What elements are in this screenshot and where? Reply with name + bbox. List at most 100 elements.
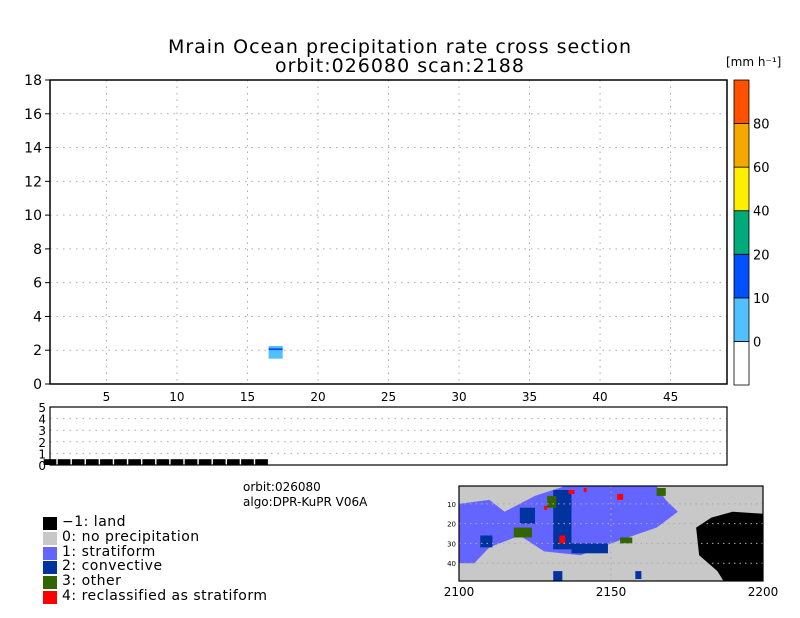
land-flag-bar — [85, 459, 99, 465]
legend-swatch — [43, 531, 57, 545]
colorbar-segment — [733, 210, 750, 255]
colorbar-segment — [733, 253, 750, 299]
legend-label: 2: convective — [62, 558, 163, 575]
y-tick-label: 1 — [38, 447, 46, 461]
colorbar-tick-label: 80 — [753, 118, 770, 133]
land-flag-bar — [227, 459, 240, 465]
x-tick-label: 5 — [103, 390, 111, 404]
y-tick-label: 5 — [38, 401, 46, 415]
y-tick-label: 4 — [33, 309, 42, 325]
legend-swatch — [43, 517, 57, 530]
land-flag-bar — [255, 459, 268, 465]
land-flag-bar — [57, 459, 71, 465]
colorbar-tick-label: 60 — [753, 161, 770, 176]
other-region — [513, 527, 532, 538]
legend-swatch — [43, 576, 57, 590]
other-region — [656, 487, 666, 496]
convective-region — [635, 571, 642, 580]
y-tick-label: 3 — [38, 424, 46, 438]
colorbar-tick-label: 40 — [753, 205, 770, 220]
convective-region — [553, 571, 563, 582]
colorbar-tick-label: 10 — [753, 292, 770, 307]
legend-label: 4: reclassified as stratiform — [62, 588, 268, 604]
y-tick-label: 2 — [38, 436, 46, 450]
x-tick-label: 30 — [451, 390, 466, 404]
colorbar-segment — [733, 79, 750, 124]
y-tick-label: 6 — [33, 276, 42, 292]
land-flag-bar — [170, 459, 184, 465]
other-region — [620, 537, 633, 544]
reclassified-region — [617, 493, 624, 500]
convective-region — [571, 543, 608, 554]
title-line1: Mrain Ocean precipitation rate cross sec… — [167, 36, 633, 58]
x-tick-label: 45 — [663, 390, 678, 404]
x-tick-label: 15 — [240, 390, 255, 404]
convective-region — [480, 535, 493, 548]
reclassified-region — [544, 505, 548, 510]
legend-label: 0: no precipitation — [62, 528, 200, 545]
land-flag-bar — [212, 459, 226, 465]
y-tick-label: 0 — [33, 377, 42, 393]
x-tick-label: 2200 — [748, 585, 779, 599]
land-flag-bar — [114, 459, 127, 465]
x-tick-label: 35 — [522, 390, 537, 404]
y-tick-label: 16 — [24, 107, 42, 123]
x-tick-label: 2100 — [444, 585, 475, 599]
rain-cell — [268, 348, 283, 351]
colorbar-tick-label: 0 — [753, 335, 761, 350]
other-region — [547, 495, 557, 508]
convective-region — [519, 507, 535, 524]
legend-label: 3: other — [62, 573, 122, 590]
x-tick-label: 25 — [381, 390, 396, 404]
reclassified-region — [559, 535, 566, 544]
legend-label: 1: stratiform — [62, 543, 156, 560]
y-tick-label: 2 — [33, 343, 42, 359]
x-tick-label: 10 — [169, 390, 184, 404]
map-frame — [458, 485, 764, 582]
y-tick-label: 14 — [24, 141, 42, 157]
colorbar-segment — [733, 341, 750, 386]
y-tick-label: 10 — [24, 208, 42, 224]
y-tick-label: 20 — [447, 521, 456, 529]
rain-cell — [268, 350, 283, 359]
reclassified-region — [568, 489, 575, 494]
land-flag-bar — [100, 459, 113, 465]
y-tick-label: 12 — [24, 174, 42, 190]
title-line2: orbit:026080 scan:2188 — [275, 55, 525, 77]
legend-label: −1: land — [62, 514, 127, 530]
y-tick-label: 8 — [33, 242, 42, 258]
colorbar-segment — [733, 123, 750, 168]
land-flag-bar — [142, 459, 156, 465]
flag-frame — [49, 406, 728, 466]
y-tick-label: 10 — [447, 501, 456, 509]
orbit-info: orbit:026080 — [243, 480, 321, 494]
convective-region — [553, 489, 572, 550]
legend-swatch — [43, 561, 57, 575]
algo-info: algo:DPR-KuPR V06A — [243, 495, 368, 509]
colorbar-segment — [733, 297, 750, 342]
y-tick-label: 40 — [447, 560, 456, 568]
rain-cell — [268, 346, 283, 349]
land-flag-bar — [184, 459, 198, 465]
colorbar-segment — [733, 166, 750, 212]
x-tick-label: 20 — [310, 390, 325, 404]
legend-swatch — [43, 546, 57, 560]
colorbar-tick-label: 20 — [753, 248, 770, 263]
land-flag-bar — [128, 459, 141, 465]
land-flag-bar — [71, 459, 85, 465]
y-tick-label: 4 — [38, 413, 46, 427]
y-tick-label: 30 — [447, 540, 456, 548]
legend-swatch — [43, 591, 57, 604]
plot-frame — [49, 79, 728, 385]
reclassified-region — [583, 487, 587, 492]
colorbar-unit: [mm h⁻¹] — [726, 55, 782, 69]
y-tick-label: 18 — [24, 73, 42, 89]
land-flag-bar — [198, 459, 212, 465]
land-flag-bar — [241, 459, 254, 465]
x-tick-label: 2150 — [596, 585, 627, 599]
land-flag-bar — [156, 459, 170, 465]
x-tick-label: 40 — [592, 390, 607, 404]
y-tick-label: 0 — [38, 459, 46, 473]
